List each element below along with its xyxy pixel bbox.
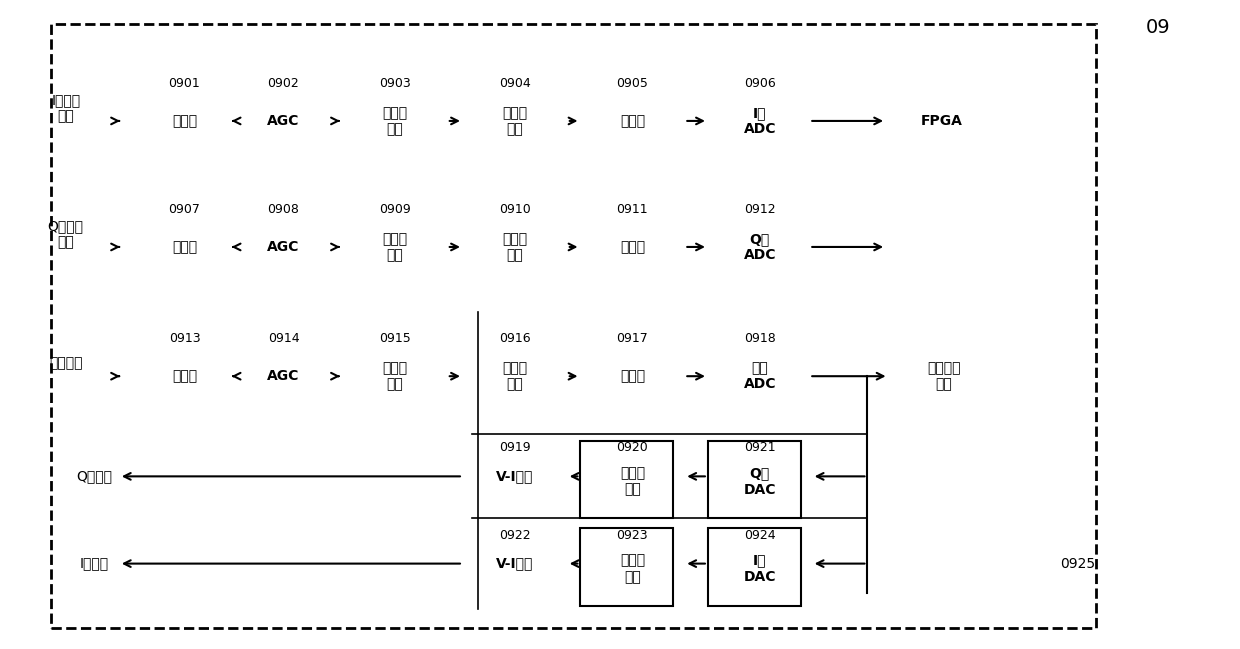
Text: 低噪放: 低噪放 xyxy=(172,240,197,254)
Text: 0917: 0917 xyxy=(616,332,649,345)
Text: 0912: 0912 xyxy=(744,203,775,216)
Text: 0913: 0913 xyxy=(169,332,201,345)
Text: 缓冲放
大器: 缓冲放 大器 xyxy=(620,554,645,584)
Text: Q路权值: Q路权值 xyxy=(76,469,112,484)
Text: 0903: 0903 xyxy=(379,77,410,90)
Text: 0906: 0906 xyxy=(744,77,776,90)
Text: AGC: AGC xyxy=(268,369,300,383)
Text: Q路参考
取样: Q路参考 取样 xyxy=(47,219,84,249)
Text: 滤波器: 滤波器 xyxy=(620,240,645,254)
Text: 差分放
大器: 差分放 大器 xyxy=(502,232,527,262)
Bar xyxy=(580,528,673,606)
Text: 0922: 0922 xyxy=(498,529,531,542)
Text: 数字控制
算法: 数字控制 算法 xyxy=(928,361,961,391)
Text: 0902: 0902 xyxy=(268,77,299,90)
Text: I路权值: I路权值 xyxy=(79,557,109,570)
Text: 误差取样: 误差取样 xyxy=(48,356,83,371)
Text: 0923: 0923 xyxy=(616,529,649,542)
Text: 0916: 0916 xyxy=(498,332,531,345)
Text: 0919: 0919 xyxy=(498,441,531,454)
Text: 0921: 0921 xyxy=(744,441,775,454)
Text: Q路
ADC: Q路 ADC xyxy=(744,232,776,262)
Text: 0925: 0925 xyxy=(1060,557,1095,570)
Text: 0907: 0907 xyxy=(169,203,201,216)
Text: 0901: 0901 xyxy=(169,77,201,90)
Text: I路参考
取样: I路参考 取样 xyxy=(51,93,81,123)
Text: 差分放
大器: 差分放 大器 xyxy=(502,361,527,391)
Bar xyxy=(708,528,801,606)
Text: Q路
DAC: Q路 DAC xyxy=(744,467,776,496)
Text: 缓冲放
大器: 缓冲放 大器 xyxy=(620,467,645,496)
Text: 低噪放: 低噪放 xyxy=(172,114,197,128)
Text: 0911: 0911 xyxy=(616,203,649,216)
Text: 差分放
大器: 差分放 大器 xyxy=(502,106,527,136)
Text: 误差
ADC: 误差 ADC xyxy=(744,361,776,391)
Text: 0910: 0910 xyxy=(498,203,531,216)
Text: 滤波器: 滤波器 xyxy=(620,369,645,383)
Text: I路
DAC: I路 DAC xyxy=(744,554,776,584)
Bar xyxy=(580,441,673,519)
Text: 0914: 0914 xyxy=(268,332,299,345)
Text: 模拟延
迟器: 模拟延 迟器 xyxy=(382,106,408,136)
Text: 0908: 0908 xyxy=(268,203,299,216)
Text: 0909: 0909 xyxy=(379,203,410,216)
Text: V-I电路: V-I电路 xyxy=(496,469,533,484)
Text: I路
ADC: I路 ADC xyxy=(744,106,776,136)
Text: 0924: 0924 xyxy=(744,529,775,542)
Text: 09: 09 xyxy=(1146,18,1171,37)
Text: 滤波器: 滤波器 xyxy=(620,114,645,128)
Text: AGC: AGC xyxy=(268,114,300,128)
Text: 模拟延
迟器: 模拟延 迟器 xyxy=(382,232,408,262)
Text: 0915: 0915 xyxy=(379,332,410,345)
Bar xyxy=(708,441,801,519)
Text: 0920: 0920 xyxy=(616,441,649,454)
Text: 0905: 0905 xyxy=(616,77,649,90)
Text: 低噪放: 低噪放 xyxy=(172,369,197,383)
Text: 0904: 0904 xyxy=(498,77,531,90)
Text: FPGA: FPGA xyxy=(921,114,962,128)
Text: V-I电路: V-I电路 xyxy=(496,557,533,570)
Text: 模拟延
迟器: 模拟延 迟器 xyxy=(382,361,408,391)
Text: 0918: 0918 xyxy=(744,332,776,345)
Text: AGC: AGC xyxy=(268,240,300,254)
